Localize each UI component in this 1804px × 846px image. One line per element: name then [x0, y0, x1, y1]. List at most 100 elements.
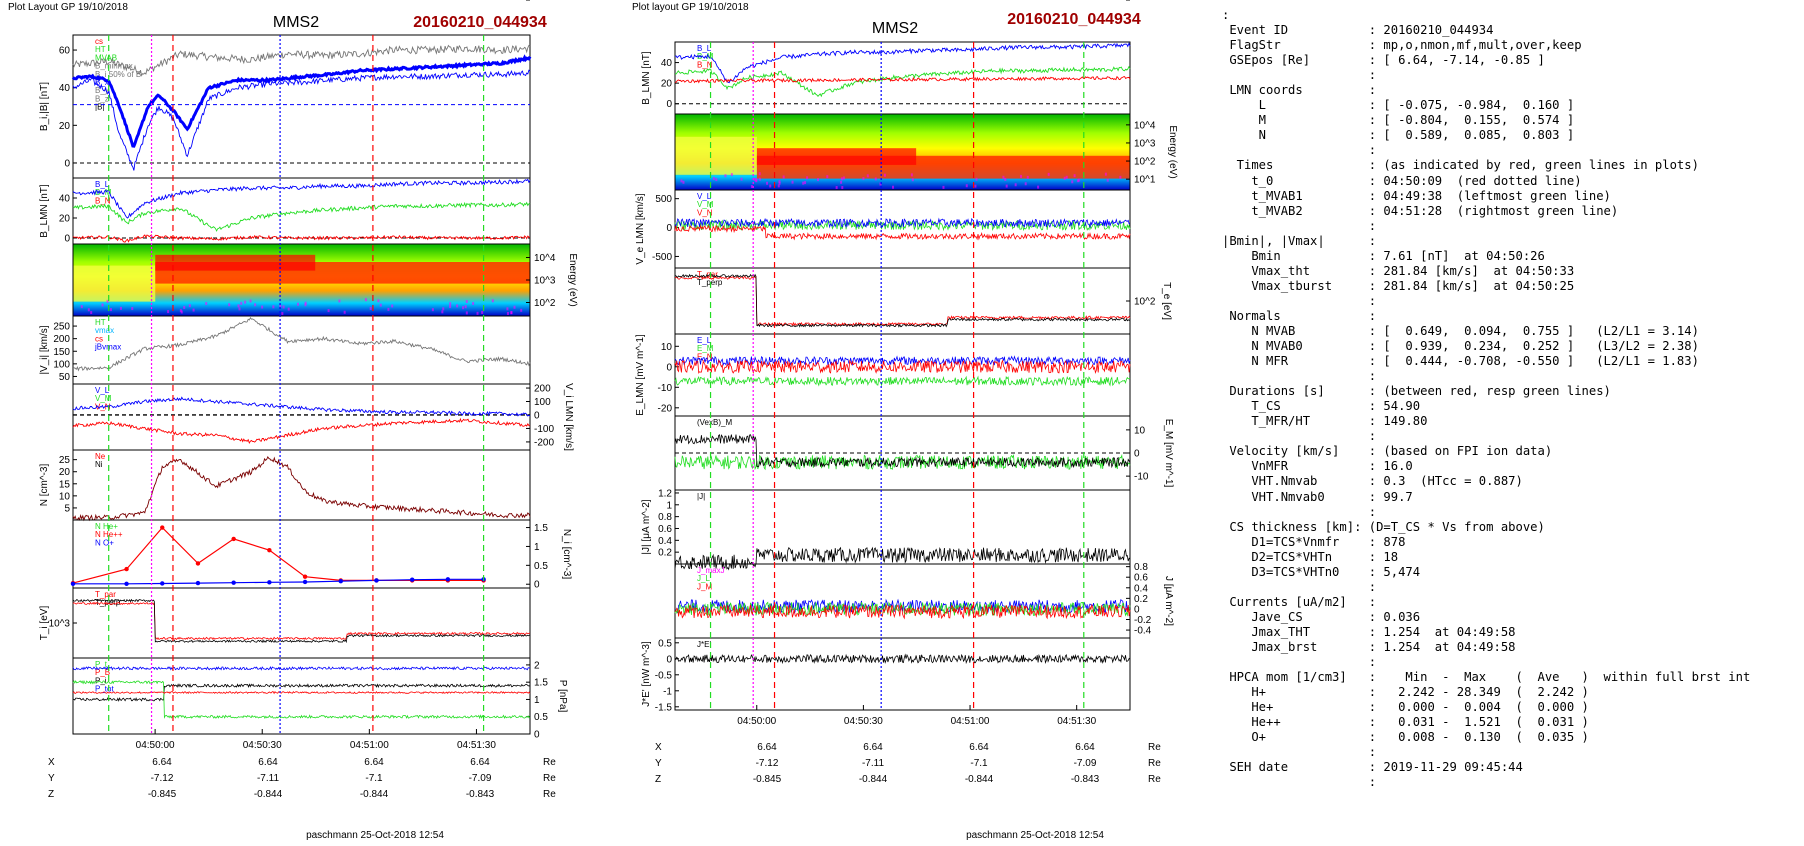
- legend-entry: jBvmax: [94, 343, 121, 352]
- y-tick-label: 0.5: [534, 561, 548, 572]
- panel-ion-energy-spectrogram: 10^210^310^4Energy (eV)10^210^310^4: [72, 0, 578, 317]
- spectrogram-speckle: [942, 185, 945, 189]
- y-tick-label: 20: [59, 467, 71, 478]
- spectrogram-speckle: [90, 311, 93, 315]
- series-line-e-n: [674, 359, 1131, 375]
- y-tick-label: 1: [666, 500, 672, 511]
- panel-n-i-hpca: 0 0.5 1 1.5 N_i [cm^-3] N He+N He++N O+: [70, 519, 572, 591]
- spectrogram-peak: [155, 254, 316, 271]
- series-line-abs-j: [674, 546, 1131, 571]
- panel-v-e-lmn: 500 0 -500 V_e LMN [km/s] V_LV_MV_N: [635, 189, 1131, 269]
- spectrogram-speckle: [965, 184, 968, 188]
- spectrogram-speckle: [476, 311, 479, 315]
- y-tick-label: 200: [53, 334, 70, 345]
- readout-unit: Re: [1148, 742, 1161, 753]
- legend-entry: V_N: [697, 208, 713, 217]
- y-tick-label: 0: [1134, 604, 1140, 615]
- y-tick-label: -200: [534, 437, 554, 448]
- panel-electron-energy-spectrogram: 10^110^210^310^4Energy (eV)10^110^210^31…: [674, 0, 1178, 191]
- spectrogram-speckle: [1020, 174, 1023, 178]
- series-line-p-t: [72, 665, 531, 671]
- series-line-b-n-right: [674, 75, 1131, 84]
- readout-value: -0.845: [148, 789, 177, 800]
- series-line-b-n: [72, 234, 531, 243]
- spectrogram-speckle: [379, 303, 382, 307]
- y-axis-label: P [nPa]: [557, 680, 568, 713]
- y-axis-label: B_LMN [nT]: [39, 184, 50, 238]
- y-tick-label: 10^2: [1134, 157, 1156, 168]
- y-tick-label: 150: [53, 347, 70, 358]
- spectrogram-speckle: [192, 308, 195, 312]
- spectrogram-speckle: [287, 307, 290, 311]
- legend-entry: N He+: [95, 522, 118, 531]
- series-line-j-max: [674, 603, 1131, 620]
- right-footer: paschmann 25-Oct-2018 12:54: [966, 830, 1104, 841]
- spectrogram-speckle: [87, 308, 90, 312]
- readout-row-label: Z: [655, 774, 661, 785]
- panel-frame: [72, 657, 531, 735]
- left-layout-header: Plot Layout GP 19/10/2018: [8, 2, 128, 13]
- legend-entry: V_M: [95, 394, 112, 403]
- right-spacecraft-label: MMS2: [872, 20, 918, 37]
- y-axis-label: V_e LMN [km/s]: [635, 193, 646, 264]
- spectrogram-speckle: [106, 299, 109, 303]
- left-x-tick-label: 04:51:30: [457, 740, 496, 751]
- y-tick-label: 15: [59, 479, 71, 490]
- legend-entry: N O+: [95, 538, 114, 547]
- y-tick-label: 10^3: [534, 0, 556, 3]
- legend-entry: |B|: [95, 103, 105, 112]
- spectrogram-speckle: [506, 307, 509, 311]
- series-line-t-perp: [72, 598, 531, 644]
- y-tick-label: 10^1: [1134, 0, 1156, 3]
- y-tick-label: 10^3: [534, 276, 556, 287]
- spectrogram-speckle: [791, 180, 794, 184]
- series-line-b-m: [72, 201, 531, 232]
- spectrogram-speckle: [465, 300, 468, 304]
- y-tick-label: 250: [53, 322, 70, 333]
- legend-entry: B_i 50% of B: [95, 70, 141, 79]
- spectrogram-low-band: [73, 265, 156, 302]
- y-tick-label: 0: [666, 99, 672, 110]
- spectrogram-speckle: [842, 176, 845, 180]
- right-x-tick-label: 04:50:30: [844, 716, 883, 727]
- spectrogram-speckle: [758, 177, 761, 181]
- spectrogram-speckle: [462, 306, 465, 310]
- y-tick-label: 10^1: [1134, 175, 1156, 186]
- spectrogram-speckle: [282, 305, 285, 309]
- spectrogram-speckle: [167, 310, 170, 314]
- spectrogram-speckle: [755, 178, 758, 182]
- readout-unit: Re: [1148, 774, 1161, 785]
- y-axis-label: B_i,|B| [nT]: [39, 82, 50, 131]
- legend-entry: N He++: [95, 530, 123, 539]
- readout-value: 6.64: [364, 757, 384, 768]
- spectrogram-speckle: [464, 305, 467, 309]
- spectrogram-speckle: [387, 307, 390, 311]
- spectrogram-speckle: [513, 305, 516, 309]
- legend-entry: E_M: [697, 344, 714, 353]
- series-line-abs-v-i: [72, 316, 531, 372]
- spectrogram-speckle: [1076, 179, 1079, 183]
- spectrogram-speckle: [183, 305, 186, 309]
- spectrogram-speckle: [1002, 175, 1005, 179]
- panel--j-: 0.20.40.60.811.2 |J| [μA m^-2] |J|: [641, 488, 1131, 571]
- series-line-abs-b: [71, 54, 532, 148]
- legend-entry: V_L: [95, 386, 110, 395]
- y-tick-label: 0: [534, 410, 540, 421]
- spectrogram-speckle: [369, 306, 372, 310]
- spectrogram-speckle: [281, 312, 284, 316]
- legend-entry: HT: [95, 318, 106, 327]
- legend-entry: B_M: [95, 188, 112, 197]
- legend-entry: |J|: [697, 492, 705, 501]
- panel-b-lmn: 0 20 40 B_LMN [nT] B_LB_MB_N: [39, 177, 531, 245]
- spectrogram-speckle: [778, 180, 781, 184]
- legend-entry: cs: [95, 37, 103, 46]
- panel-frame: [674, 563, 1131, 639]
- spectrogram-speckle: [296, 302, 299, 306]
- y-tick-label: 0: [1134, 449, 1140, 460]
- series-line-v-l: [72, 396, 531, 417]
- readout-value: 6.64: [1075, 742, 1095, 753]
- y-tick-label: 100: [534, 397, 551, 408]
